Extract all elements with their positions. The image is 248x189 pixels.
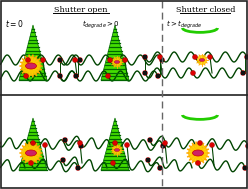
Polygon shape: [101, 25, 129, 80]
Circle shape: [246, 143, 248, 149]
Circle shape: [241, 70, 246, 75]
Circle shape: [157, 166, 162, 170]
Circle shape: [195, 160, 200, 166]
Circle shape: [31, 140, 35, 146]
Circle shape: [40, 57, 45, 63]
Circle shape: [208, 54, 213, 60]
Circle shape: [62, 138, 67, 143]
Bar: [246, 144, 248, 148]
Ellipse shape: [199, 59, 205, 61]
Circle shape: [197, 55, 207, 65]
Circle shape: [75, 166, 81, 170]
Polygon shape: [19, 118, 47, 170]
Circle shape: [73, 74, 79, 78]
Circle shape: [148, 138, 153, 143]
Circle shape: [58, 74, 62, 78]
Circle shape: [79, 143, 84, 149]
Bar: [76, 166, 80, 170]
Circle shape: [24, 74, 29, 78]
Bar: [245, 55, 248, 59]
Circle shape: [123, 57, 127, 63]
Circle shape: [58, 57, 62, 63]
Circle shape: [157, 54, 162, 60]
Circle shape: [160, 143, 165, 149]
Bar: [161, 144, 165, 148]
Circle shape: [162, 140, 167, 146]
Circle shape: [197, 140, 203, 146]
Bar: [243, 166, 247, 170]
Bar: [74, 74, 78, 78]
Circle shape: [112, 145, 122, 155]
Bar: [63, 138, 67, 142]
Circle shape: [159, 57, 164, 63]
Circle shape: [72, 57, 77, 63]
Ellipse shape: [192, 150, 204, 156]
Circle shape: [105, 74, 111, 78]
Ellipse shape: [26, 63, 36, 69]
Bar: [61, 158, 65, 162]
Circle shape: [210, 143, 215, 147]
Bar: [58, 74, 62, 78]
Bar: [158, 166, 162, 170]
Bar: [143, 71, 147, 75]
Text: $t > t_{degrade}$: $t > t_{degrade}$: [166, 18, 203, 30]
Bar: [148, 138, 152, 142]
Circle shape: [146, 157, 151, 163]
Circle shape: [189, 144, 207, 162]
Circle shape: [77, 57, 83, 63]
Circle shape: [61, 157, 65, 163]
Circle shape: [245, 54, 248, 60]
Circle shape: [143, 54, 148, 60]
Circle shape: [190, 70, 195, 75]
Bar: [146, 158, 150, 162]
Ellipse shape: [114, 149, 120, 152]
Circle shape: [42, 143, 48, 147]
Circle shape: [243, 166, 248, 170]
Circle shape: [113, 140, 118, 146]
Text: Shutter closed: Shutter closed: [176, 6, 235, 14]
Circle shape: [155, 74, 160, 78]
Circle shape: [124, 143, 129, 147]
Circle shape: [26, 57, 31, 63]
Bar: [79, 144, 83, 148]
Circle shape: [112, 57, 122, 67]
Bar: [143, 55, 147, 59]
Circle shape: [22, 57, 40, 75]
Bar: [78, 58, 82, 62]
Circle shape: [107, 57, 113, 63]
Ellipse shape: [114, 60, 120, 64]
Text: $t_{degrade} > 0$: $t_{degrade} > 0$: [82, 18, 120, 30]
Circle shape: [143, 70, 148, 75]
Circle shape: [192, 54, 197, 60]
Circle shape: [77, 140, 83, 146]
Polygon shape: [19, 25, 47, 80]
Polygon shape: [101, 118, 129, 170]
Ellipse shape: [26, 150, 36, 156]
Text: Shutter open: Shutter open: [55, 6, 108, 14]
Bar: [160, 58, 164, 62]
Text: $t = 0$: $t = 0$: [5, 18, 24, 29]
Bar: [156, 74, 160, 78]
Circle shape: [22, 144, 40, 162]
Circle shape: [29, 160, 33, 166]
Bar: [241, 71, 245, 75]
Circle shape: [111, 160, 116, 166]
Bar: [58, 58, 62, 62]
